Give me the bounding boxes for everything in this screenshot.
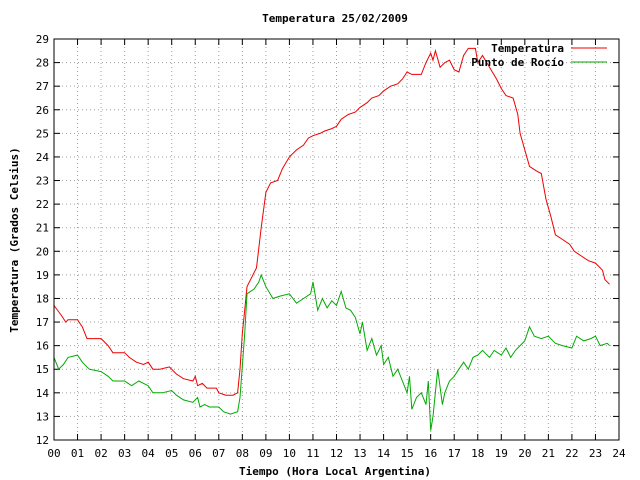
x-tick-label: 07 [212,447,225,460]
x-tick-label: 08 [236,447,249,460]
grid-lines [54,39,619,440]
x-tick-label: 23 [589,447,602,460]
series-lines [53,47,610,431]
x-tick-label: 05 [165,447,178,460]
y-tick-label: 16 [36,340,49,353]
x-tick-label: 11 [306,447,319,460]
y-tick-label: 29 [36,33,49,46]
x-tick-label: 03 [118,447,131,460]
legend-label-punto-de-rocio: Punto de Rocío [471,56,564,69]
x-tick-label: 16 [424,447,437,460]
y-tick-label: 25 [36,127,49,140]
chart-title: Temperatura 25/02/2009 [262,12,408,25]
x-tick-label: 18 [471,447,484,460]
y-tick-label: 21 [36,222,49,235]
y-axis-label: Temperatura (Grados Celsius) [8,147,21,332]
x-tick-label: 13 [353,447,366,460]
x-tick-label: 24 [612,447,626,460]
x-axis-label: Tiempo (Hora Local Argentina) [239,465,431,478]
axis-ticks: 12 13 14 15 16 17 18 19 20 21 22 23 24 25 26 27 28 29 00 01… [36,33,626,460]
y-tick-label: 23 [36,175,49,188]
x-tick-label: 00 [47,447,60,460]
x-tick-label: 19 [495,447,508,460]
x-tick-label: 22 [565,447,578,460]
x-tick-label: 01 [71,447,84,460]
x-tick-label: 10 [283,447,296,460]
x-tick-label: 14 [377,447,391,460]
y-tick-label: 20 [36,245,49,258]
y-tick-label: 28 [36,57,49,70]
legend-label-temperatura: Temperatura [491,42,564,55]
y-tick-label: 18 [36,292,49,305]
x-tick-label: 20 [518,447,531,460]
y-tick-label: 13 [36,410,49,423]
y-tick-label: 12 [36,434,49,447]
x-tick-label: 09 [259,447,272,460]
y-tick-label: 14 [36,387,50,400]
series-line-punto-de-rocio [53,273,610,431]
y-tick-label: 27 [36,80,49,93]
y-tick-label: 15 [36,363,49,376]
x-tick-label: 02 [94,447,107,460]
x-tick-label: 04 [142,447,156,460]
y-tick-label: 24 [36,151,50,164]
x-tick-label: 15 [401,447,414,460]
y-tick-label: 22 [36,198,49,211]
x-tick-label: 17 [448,447,461,460]
y-tick-label: 19 [36,269,49,282]
x-tick-label: 12 [330,447,343,460]
series-line-temperatura [53,47,610,396]
x-tick-label: 21 [542,447,555,460]
plot-border [53,38,620,441]
y-tick-label: 17 [36,316,49,329]
x-tick-label: 06 [189,447,202,460]
y-tick-label: 26 [36,104,49,117]
